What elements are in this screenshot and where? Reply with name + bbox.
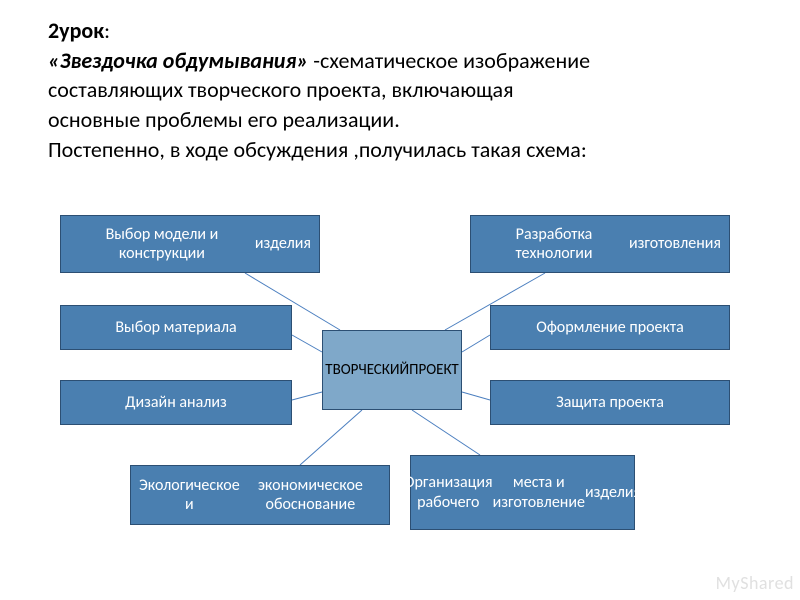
heading-line4: основные проблемы его реализации. (48, 106, 400, 133)
node-label-line: Выбор материала (115, 318, 236, 337)
node-label-line: места и изготовление (493, 473, 585, 511)
watermark: MyShared (716, 572, 794, 594)
node-label-line: Экологическое и (139, 476, 240, 514)
diagram-node: Разработка технологииизготовления (470, 215, 730, 273)
node-label-line: Разработка технологии (479, 225, 629, 263)
node-label-line: ПРОЕКТ (409, 361, 459, 379)
diagram-node: Дизайн анализ (60, 380, 292, 425)
diagram-edge (292, 335, 322, 352)
node-label-line: Выбор модели и конструкции (69, 225, 255, 263)
diagram-node: Выбор модели и конструкцииизделия (60, 215, 320, 273)
diagram-edge (462, 335, 490, 352)
node-label-line: Организация рабочего (404, 473, 493, 511)
heading-line3: составляющих творческого проекта, включа… (48, 76, 514, 103)
diagram-edge (300, 410, 362, 465)
diagram-edge (462, 392, 490, 400)
diagram-edge (292, 392, 322, 400)
node-label-line: экономическое обоснование (240, 476, 381, 514)
node-label-line: изделия (585, 483, 641, 502)
diagram-center-node: ТВОРЧЕСКИЙПРОЕКТ (322, 330, 462, 410)
heading-lesson: 2урок (48, 17, 104, 44)
slide-heading: 2урок: «Звездочка обдумывания» -схематич… (48, 16, 748, 164)
heading-rest2: -схематическое изображение (308, 47, 590, 74)
diagram-edge (412, 410, 480, 455)
slide: 2урок: «Звездочка обдумывания» -схематич… (0, 0, 800, 600)
diagram-node: Экологическое иэкономическое обоснование (130, 465, 390, 525)
diagram-node: Защита проекта (490, 380, 730, 425)
node-label-line: изготовления (629, 234, 721, 253)
node-label-line: ТВОРЧЕСКИЙ (325, 361, 409, 379)
diagram-node: Выбор материала (60, 305, 292, 350)
diagram-node: Оформление проекта (490, 305, 730, 350)
node-label-line: Оформление проекта (536, 318, 684, 337)
node-label-line: изделия (255, 234, 311, 253)
heading-quoted: «Звездочка обдумывания» (48, 47, 308, 74)
diagram-node: Организация рабочегоместа и изготовление… (410, 455, 635, 530)
node-label-line: Защита проекта (556, 393, 664, 412)
heading-line5: Постепенно, в ходе обсуждения ,получилас… (48, 136, 587, 163)
heading-colon: : (104, 17, 110, 44)
node-label-line: Дизайн анализ (125, 393, 227, 412)
